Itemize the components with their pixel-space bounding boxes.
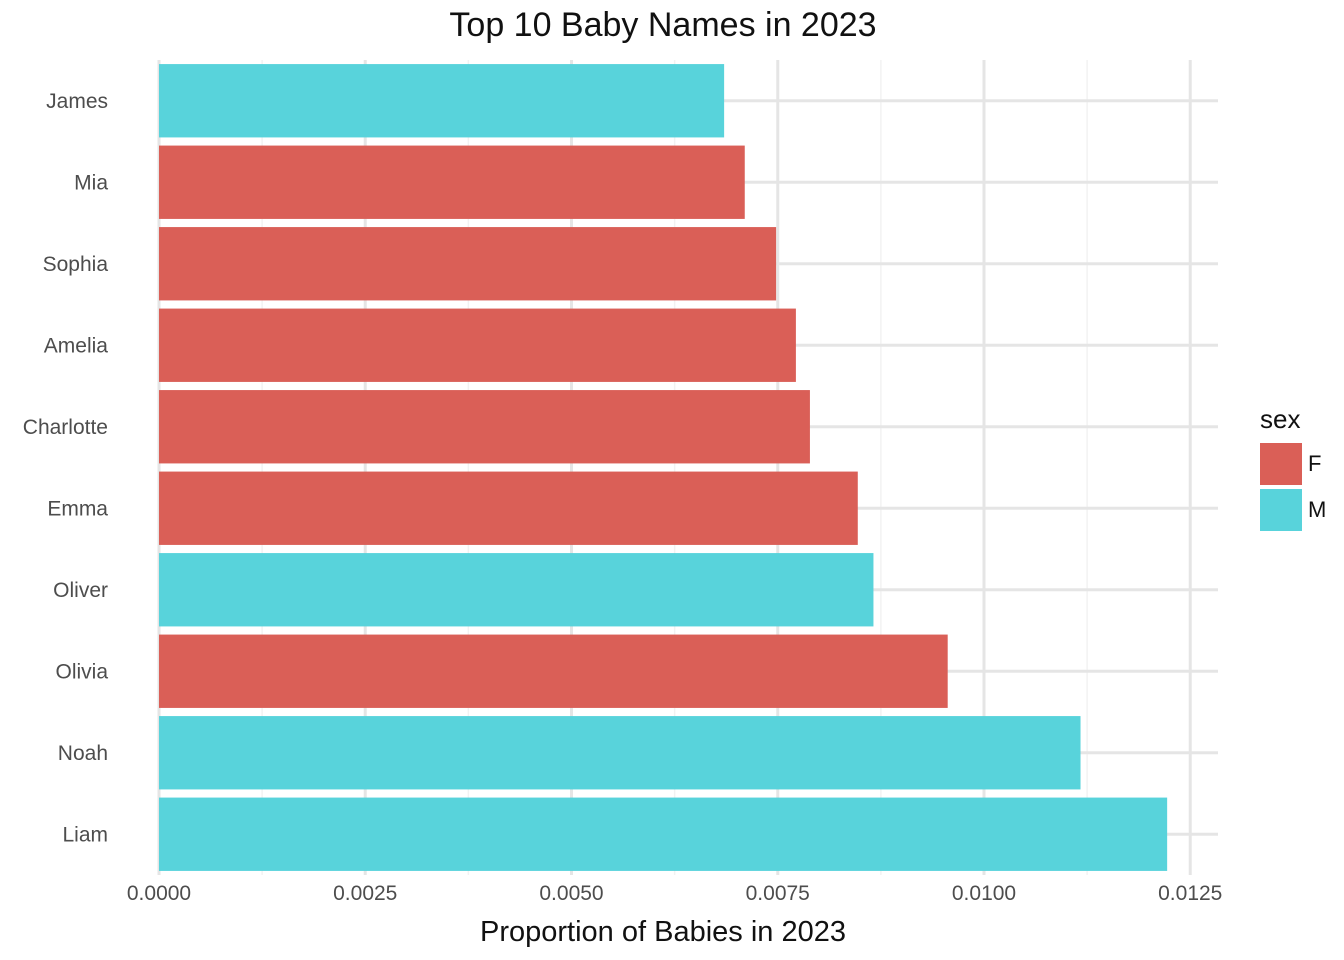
chart-title: Top 10 Baby Names in 2023 [449,6,877,44]
y-tick-label-charlotte: Charlotte [23,416,108,439]
legend-item-f: F [1260,441,1326,487]
y-axis-tick-labels: Liam Noah Olivia Oliver Emma Charlotte Amelia S… [23,90,109,847]
bars [159,64,1168,871]
x-tick-label: 0.0125 [1158,882,1222,905]
bar-sophia [159,227,777,301]
y-tick-label-oliver: Oliver [53,579,108,602]
legend-item-m: M [1260,487,1326,533]
legend-label-m: M [1308,497,1327,522]
legend-swatch-f [1260,443,1302,485]
legend-title: sex [1260,404,1301,434]
x-tick-label: 0.0100 [952,882,1016,905]
y-tick-label-mia: Mia [74,171,108,194]
bar-emma [159,471,858,545]
x-axis-tick-labels: 0.0000 0.0025 0.0050 0.0075 0.0100 0.0125 [127,882,1222,905]
y-tick-label-noah: Noah [58,742,108,765]
x-tick-label: 0.0050 [539,882,603,905]
bar-mia [159,145,745,219]
y-tick-label-emma: Emma [47,497,108,520]
legend-swatch-m [1260,489,1302,531]
y-tick-label-sophia: Sophia [43,253,109,276]
x-tick-label: 0.0000 [127,882,191,905]
bar-james [159,64,725,138]
y-tick-label-olivia: Olivia [55,660,108,683]
legend-label-f: F [1308,451,1322,476]
x-tick-label: 0.0025 [333,882,397,905]
legend: sex F M [1260,404,1326,533]
bar-oliver [159,553,874,627]
bar-liam [159,797,1168,871]
y-tick-label-amelia: Amelia [44,334,109,357]
x-axis-title: Proportion of Babies in 2023 [480,916,846,948]
y-tick-label-liam: Liam [62,823,108,846]
x-tick-label: 0.0075 [746,882,810,905]
bar-amelia [159,308,796,382]
y-tick-label-james: James [46,90,108,113]
bar-charlotte [159,390,810,464]
bar-olivia [159,634,948,708]
bar-noah [159,716,1081,790]
